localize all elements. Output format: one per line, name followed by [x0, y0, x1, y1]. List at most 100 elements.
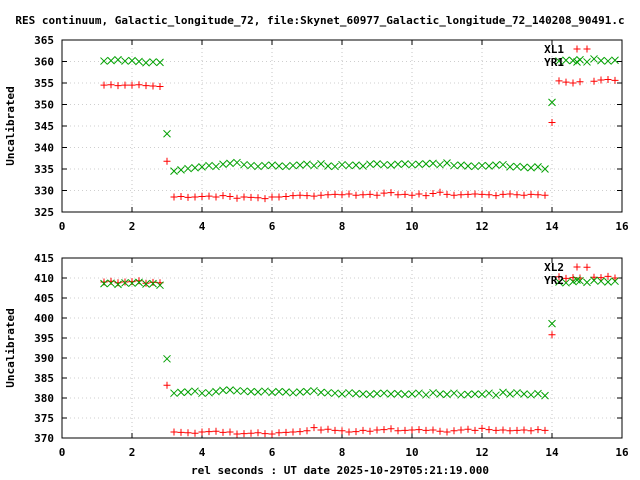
data-point	[268, 430, 276, 438]
data-point	[149, 82, 157, 90]
data-point	[226, 386, 234, 394]
data-point	[492, 192, 500, 200]
data-point	[177, 428, 185, 436]
data-point	[499, 190, 507, 198]
data-point	[387, 189, 395, 197]
data-point	[191, 387, 199, 396]
data-point	[548, 331, 556, 339]
data-point	[191, 163, 199, 172]
data-point	[478, 424, 486, 432]
data-point	[583, 58, 591, 66]
data-point	[541, 391, 549, 400]
data-point	[100, 279, 108, 288]
data-point	[359, 426, 367, 434]
data-point	[247, 429, 255, 437]
data-point	[366, 427, 374, 435]
data-point	[604, 272, 612, 280]
data-point	[415, 426, 423, 434]
y-tick-label: 325	[34, 206, 54, 219]
data-point	[534, 162, 542, 171]
data-point	[562, 278, 570, 287]
data-point	[107, 56, 115, 65]
data-point	[513, 191, 521, 199]
x-tick-label: 12	[475, 446, 488, 459]
data-point	[569, 274, 577, 282]
data-point	[548, 98, 556, 107]
data-point	[408, 390, 416, 398]
data-point	[520, 426, 528, 434]
y-tick-label: 410	[34, 272, 54, 285]
data-point	[107, 279, 115, 288]
data-point	[443, 159, 451, 167]
data-point	[499, 160, 507, 169]
data-point	[247, 387, 255, 396]
data-point	[114, 55, 122, 64]
data-point	[485, 389, 493, 398]
legend-marker	[573, 276, 581, 284]
data-point	[198, 389, 206, 398]
data-point	[114, 279, 122, 287]
data-point	[520, 191, 528, 199]
data-point	[296, 161, 304, 169]
y-tick-label: 345	[34, 120, 54, 133]
data-point	[331, 190, 339, 198]
data-point	[275, 429, 283, 437]
data-point	[485, 162, 493, 170]
data-point	[373, 159, 381, 168]
data-point	[443, 190, 451, 198]
data-point	[394, 389, 402, 398]
data-point	[338, 160, 346, 169]
data-point	[324, 388, 332, 397]
data-point	[184, 193, 192, 201]
data-point	[219, 428, 227, 436]
data-point	[142, 58, 150, 67]
data-point	[387, 425, 395, 433]
data-point	[506, 427, 514, 435]
data-point	[534, 389, 542, 398]
data-point	[205, 192, 213, 200]
data-point	[128, 278, 136, 286]
y-tick-label: 365	[34, 34, 54, 47]
y-tick-label: 390	[34, 352, 54, 365]
data-point	[261, 195, 269, 203]
data-point	[317, 159, 325, 168]
data-point	[380, 426, 388, 434]
data-point	[436, 188, 444, 196]
data-point	[478, 390, 486, 399]
data-point	[527, 163, 535, 172]
data-point	[492, 391, 500, 400]
data-point	[240, 160, 248, 169]
data-point	[345, 388, 353, 397]
data-point	[100, 81, 108, 89]
data-point	[135, 81, 143, 89]
data-point	[177, 388, 185, 397]
data-point	[268, 161, 276, 169]
legend-label: YR2	[544, 274, 564, 287]
data-point	[583, 278, 591, 287]
data-point	[380, 160, 388, 169]
data-point	[366, 160, 374, 169]
data-point	[471, 390, 479, 398]
x-tick-label: 10	[405, 220, 418, 233]
data-point	[352, 191, 360, 199]
data-point	[275, 387, 283, 396]
data-point	[408, 426, 416, 434]
data-point	[219, 386, 227, 395]
data-point	[590, 77, 598, 85]
data-point	[170, 428, 178, 436]
data-point	[121, 278, 129, 286]
y-tick-label: 360	[34, 56, 54, 69]
data-point	[562, 274, 570, 282]
data-point	[611, 274, 619, 282]
legend-marker	[573, 58, 581, 66]
data-point	[205, 161, 213, 170]
data-point	[268, 388, 276, 397]
data-point	[352, 389, 360, 398]
data-point	[198, 193, 206, 201]
data-point	[128, 81, 136, 89]
data-point	[597, 274, 605, 282]
data-point	[275, 162, 283, 170]
series-xl1	[100, 45, 619, 203]
data-point	[142, 280, 150, 288]
y-tick-label: 370	[34, 432, 54, 445]
